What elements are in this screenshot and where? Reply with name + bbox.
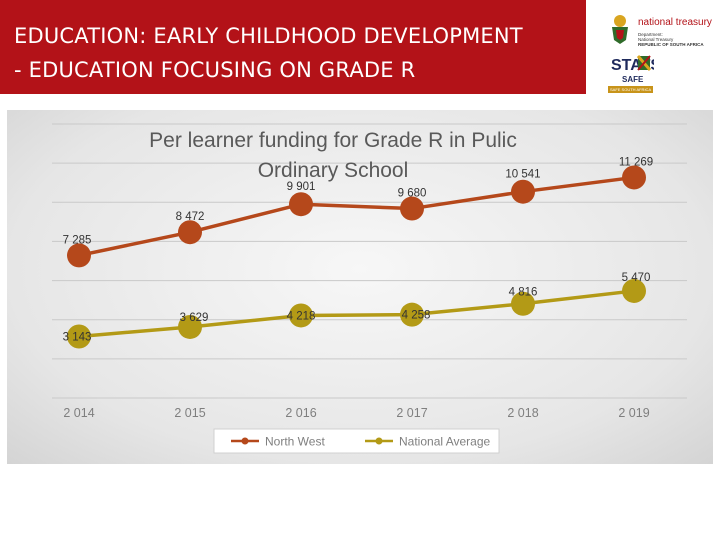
data-point	[511, 291, 535, 316]
data-label: 8 472	[176, 211, 205, 223]
treasury-sub-2: National Treasury	[638, 37, 674, 42]
data-point	[67, 243, 91, 268]
grid-lines	[52, 123, 687, 399]
x-tick-label: 2 014	[63, 406, 94, 420]
data-label: 11 269	[619, 156, 653, 168]
logo-area: national treasury Department: National T…	[600, 8, 716, 94]
data-point	[622, 165, 646, 190]
legend: North West National Average	[213, 428, 500, 454]
line-chart: Per learner funding for Grade R in Pulic…	[52, 123, 687, 454]
chart-title-line-1: Per learner funding for Grade R in Pulic	[149, 129, 517, 152]
chart-title-line-2: Ordinary School	[258, 159, 409, 182]
data-point	[511, 179, 535, 204]
safe-logo-text: SAFE	[622, 75, 644, 84]
series-1: 3 143 3 629 4 218 4 258 4 816 5 470	[63, 272, 651, 349]
series-line	[78, 289, 635, 339]
data-point	[178, 220, 202, 245]
page-title-line-2: - EDUCATION FOCUSING ON GRADE R	[14, 58, 416, 82]
legend-box	[213, 428, 500, 454]
series-line	[78, 175, 635, 258]
treasury-sub-1: Department:	[638, 32, 663, 37]
data-label: 9 901	[287, 181, 316, 193]
data-label: 4 258	[402, 310, 431, 322]
legend-swatch-marker	[375, 437, 383, 445]
data-point	[67, 324, 91, 349]
legend-label: National Average	[399, 435, 491, 449]
coat-of-arms-icon	[612, 15, 628, 44]
data-label: 7 285	[63, 234, 92, 246]
data-point	[289, 303, 313, 328]
treasury-sub-3: REPUBLIC OF SOUTH AFRICA	[638, 42, 704, 47]
data-point	[178, 314, 202, 339]
data-point	[400, 302, 424, 327]
data-label: 9 680	[398, 188, 427, 200]
x-tick-label: 2 017	[396, 406, 427, 420]
treasury-name: national treasury	[638, 17, 712, 28]
series-0: 7 285 8 472 9 901 9 680 10 541 11 269	[63, 156, 653, 268]
safe-badge: SAFE SOUTH AFRICA	[608, 86, 654, 93]
chart-panel: Per learner funding for Grade R in Pulic…	[7, 110, 713, 464]
data-label: 4 218	[287, 310, 316, 322]
page-title-line-1: EDUCATION: EARLY CHILDHOOD DEVELOPMENT	[14, 24, 523, 48]
data-point	[289, 192, 313, 217]
data-point	[400, 196, 424, 221]
x-axis-labels: 2 014 2 015 2 016 2 017 2 018 2 019	[63, 406, 649, 420]
data-label: 10 541	[505, 169, 540, 181]
stats-safe-logo-icon: STATS SAFE	[611, 55, 654, 84]
title-banner: EDUCATION: EARLY CHILDHOOD DEVELOPMENT -…	[0, 0, 586, 94]
series-layer: 7 285 8 472 9 901 9 680 10 541 11 269 3 143 3 6…	[63, 156, 653, 349]
legend-label: North West	[265, 435, 325, 449]
data-label: 3 143	[63, 331, 92, 343]
x-tick-label: 2 016	[285, 406, 316, 420]
legend-swatch-marker	[241, 437, 249, 445]
data-label: 3 629	[180, 312, 209, 324]
data-point	[622, 278, 646, 303]
data-label: 5 470	[622, 272, 651, 284]
x-tick-label: 2 015	[174, 406, 205, 420]
data-label: 4 816	[509, 287, 538, 299]
x-tick-label: 2 019	[618, 406, 649, 420]
x-tick-label: 2 018	[507, 406, 538, 420]
